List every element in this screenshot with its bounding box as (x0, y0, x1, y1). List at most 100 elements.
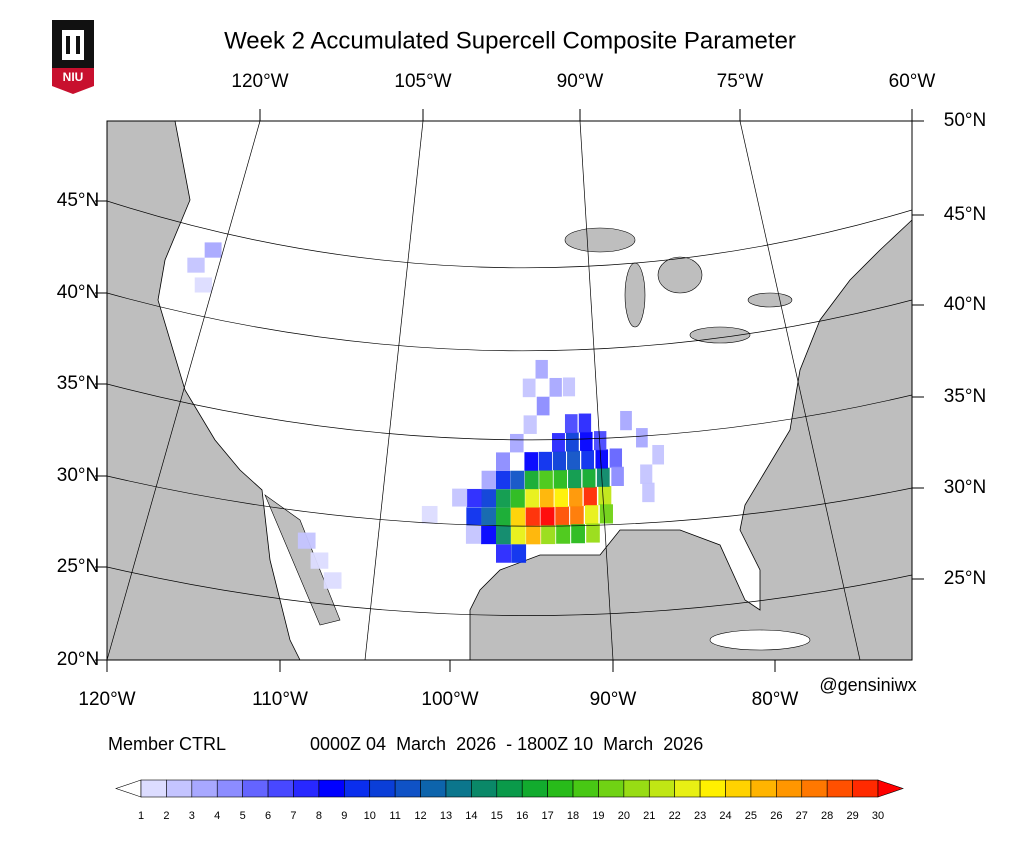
field-cell (586, 523, 600, 543)
axis-label: 120°W (231, 71, 288, 92)
field-cell (583, 486, 597, 506)
field-cell (524, 470, 539, 490)
axis-label: 45°N (57, 190, 99, 211)
field-cell (555, 506, 570, 526)
colorbar-label: 24 (719, 810, 731, 822)
field-cell (538, 451, 553, 471)
field-cell (640, 464, 653, 484)
field-cell (562, 377, 576, 397)
colorbar-box (852, 779, 879, 798)
field-cell (609, 448, 623, 468)
field-cell (524, 452, 539, 471)
colorbar-box (166, 779, 193, 798)
field-cell (297, 532, 316, 549)
credit: @gensiniwx (819, 675, 916, 695)
field-cell (552, 451, 567, 471)
field-cell (642, 482, 655, 503)
colorbar-box (623, 779, 650, 798)
colorbar-label: 18 (567, 810, 579, 822)
field-cell (496, 507, 511, 526)
colorbar-under (115, 779, 142, 798)
colorbar-label: 3 (189, 810, 195, 822)
colorbar-box (344, 779, 371, 798)
field-cell (194, 277, 213, 293)
axis-label: 30°N (57, 465, 99, 486)
axis-label: 90°W (590, 689, 637, 710)
field-cell (539, 488, 554, 508)
colorbar-box (369, 779, 396, 798)
field-cell (496, 489, 511, 508)
colorbar-label: 16 (516, 810, 528, 822)
colorbar-box (267, 779, 294, 798)
field-cell (594, 431, 607, 451)
logo: NIU (52, 20, 94, 94)
colorbar-label: 8 (316, 810, 322, 822)
colorbar-box (725, 779, 752, 798)
colorbar-label: 28 (821, 810, 833, 822)
axis-label: 60°W (889, 71, 936, 92)
field-cell (421, 505, 438, 524)
colorbar-label: 17 (541, 810, 553, 822)
field-cell (452, 488, 468, 507)
colorbar-label: 23 (694, 810, 706, 822)
field-cell (466, 507, 482, 526)
colorbar-box (140, 779, 167, 798)
axis-label: 105°W (394, 71, 451, 92)
colorbar-label: 14 (465, 810, 477, 822)
field-cell (525, 507, 540, 526)
frame (106, 120, 913, 661)
colorbar-box (572, 779, 599, 798)
axis-label: 75°W (717, 71, 764, 92)
colorbar-box (420, 779, 447, 798)
field-cell (549, 377, 562, 397)
axis-label: 25°N (944, 568, 986, 589)
field-cell (636, 428, 648, 448)
colorbar-box (776, 779, 803, 798)
field (187, 242, 665, 589)
field-cell (567, 450, 581, 470)
field-cell (556, 524, 571, 544)
colorbar-label: 2 (163, 810, 169, 822)
axis-label: 35°N (57, 373, 99, 394)
field-cell (511, 544, 527, 563)
title: Week 2 Accumulated Supercell Composite P… (224, 27, 796, 54)
axis-label: 50°N (944, 110, 986, 131)
colorbar-box (699, 779, 726, 798)
field-cell (539, 470, 553, 489)
graticule (107, 121, 912, 660)
colorbar-box (674, 779, 701, 798)
colorbar-label: 7 (290, 810, 296, 822)
field-cell (553, 469, 568, 489)
colorbar-box (801, 779, 828, 798)
field-cell (541, 525, 556, 545)
axis-label: 25°N (57, 556, 99, 577)
field-cell (582, 468, 596, 488)
field-cell (466, 488, 482, 508)
colorbar-label: 27 (796, 810, 808, 822)
colorbar-box (318, 779, 345, 798)
colorbar-box (826, 779, 853, 798)
colorbar-label: 13 (440, 810, 452, 822)
colorbar-label: 22 (669, 810, 681, 822)
colorbar-box (471, 779, 498, 798)
colorbar-box (598, 779, 625, 798)
field-cell (310, 552, 329, 569)
field-cell (510, 433, 524, 453)
colorbar-label: 4 (214, 810, 220, 822)
field-cell (522, 378, 536, 398)
period: 0000Z 04 March 2026 - 1800Z 10 March 202… (310, 734, 703, 754)
field-cell (323, 572, 342, 589)
field-cell (525, 488, 540, 508)
field-cell (465, 525, 482, 544)
field-cell (552, 433, 565, 452)
field-cell (580, 431, 593, 451)
colorbar-box (648, 779, 675, 798)
field-cell (569, 487, 583, 507)
colorbar-label: 10 (364, 810, 376, 822)
axis-label: 120°W (78, 689, 135, 710)
field-cell (620, 410, 632, 431)
colorbar-label: 29 (846, 810, 858, 822)
field-cell (536, 396, 550, 416)
field-cell (595, 449, 609, 469)
